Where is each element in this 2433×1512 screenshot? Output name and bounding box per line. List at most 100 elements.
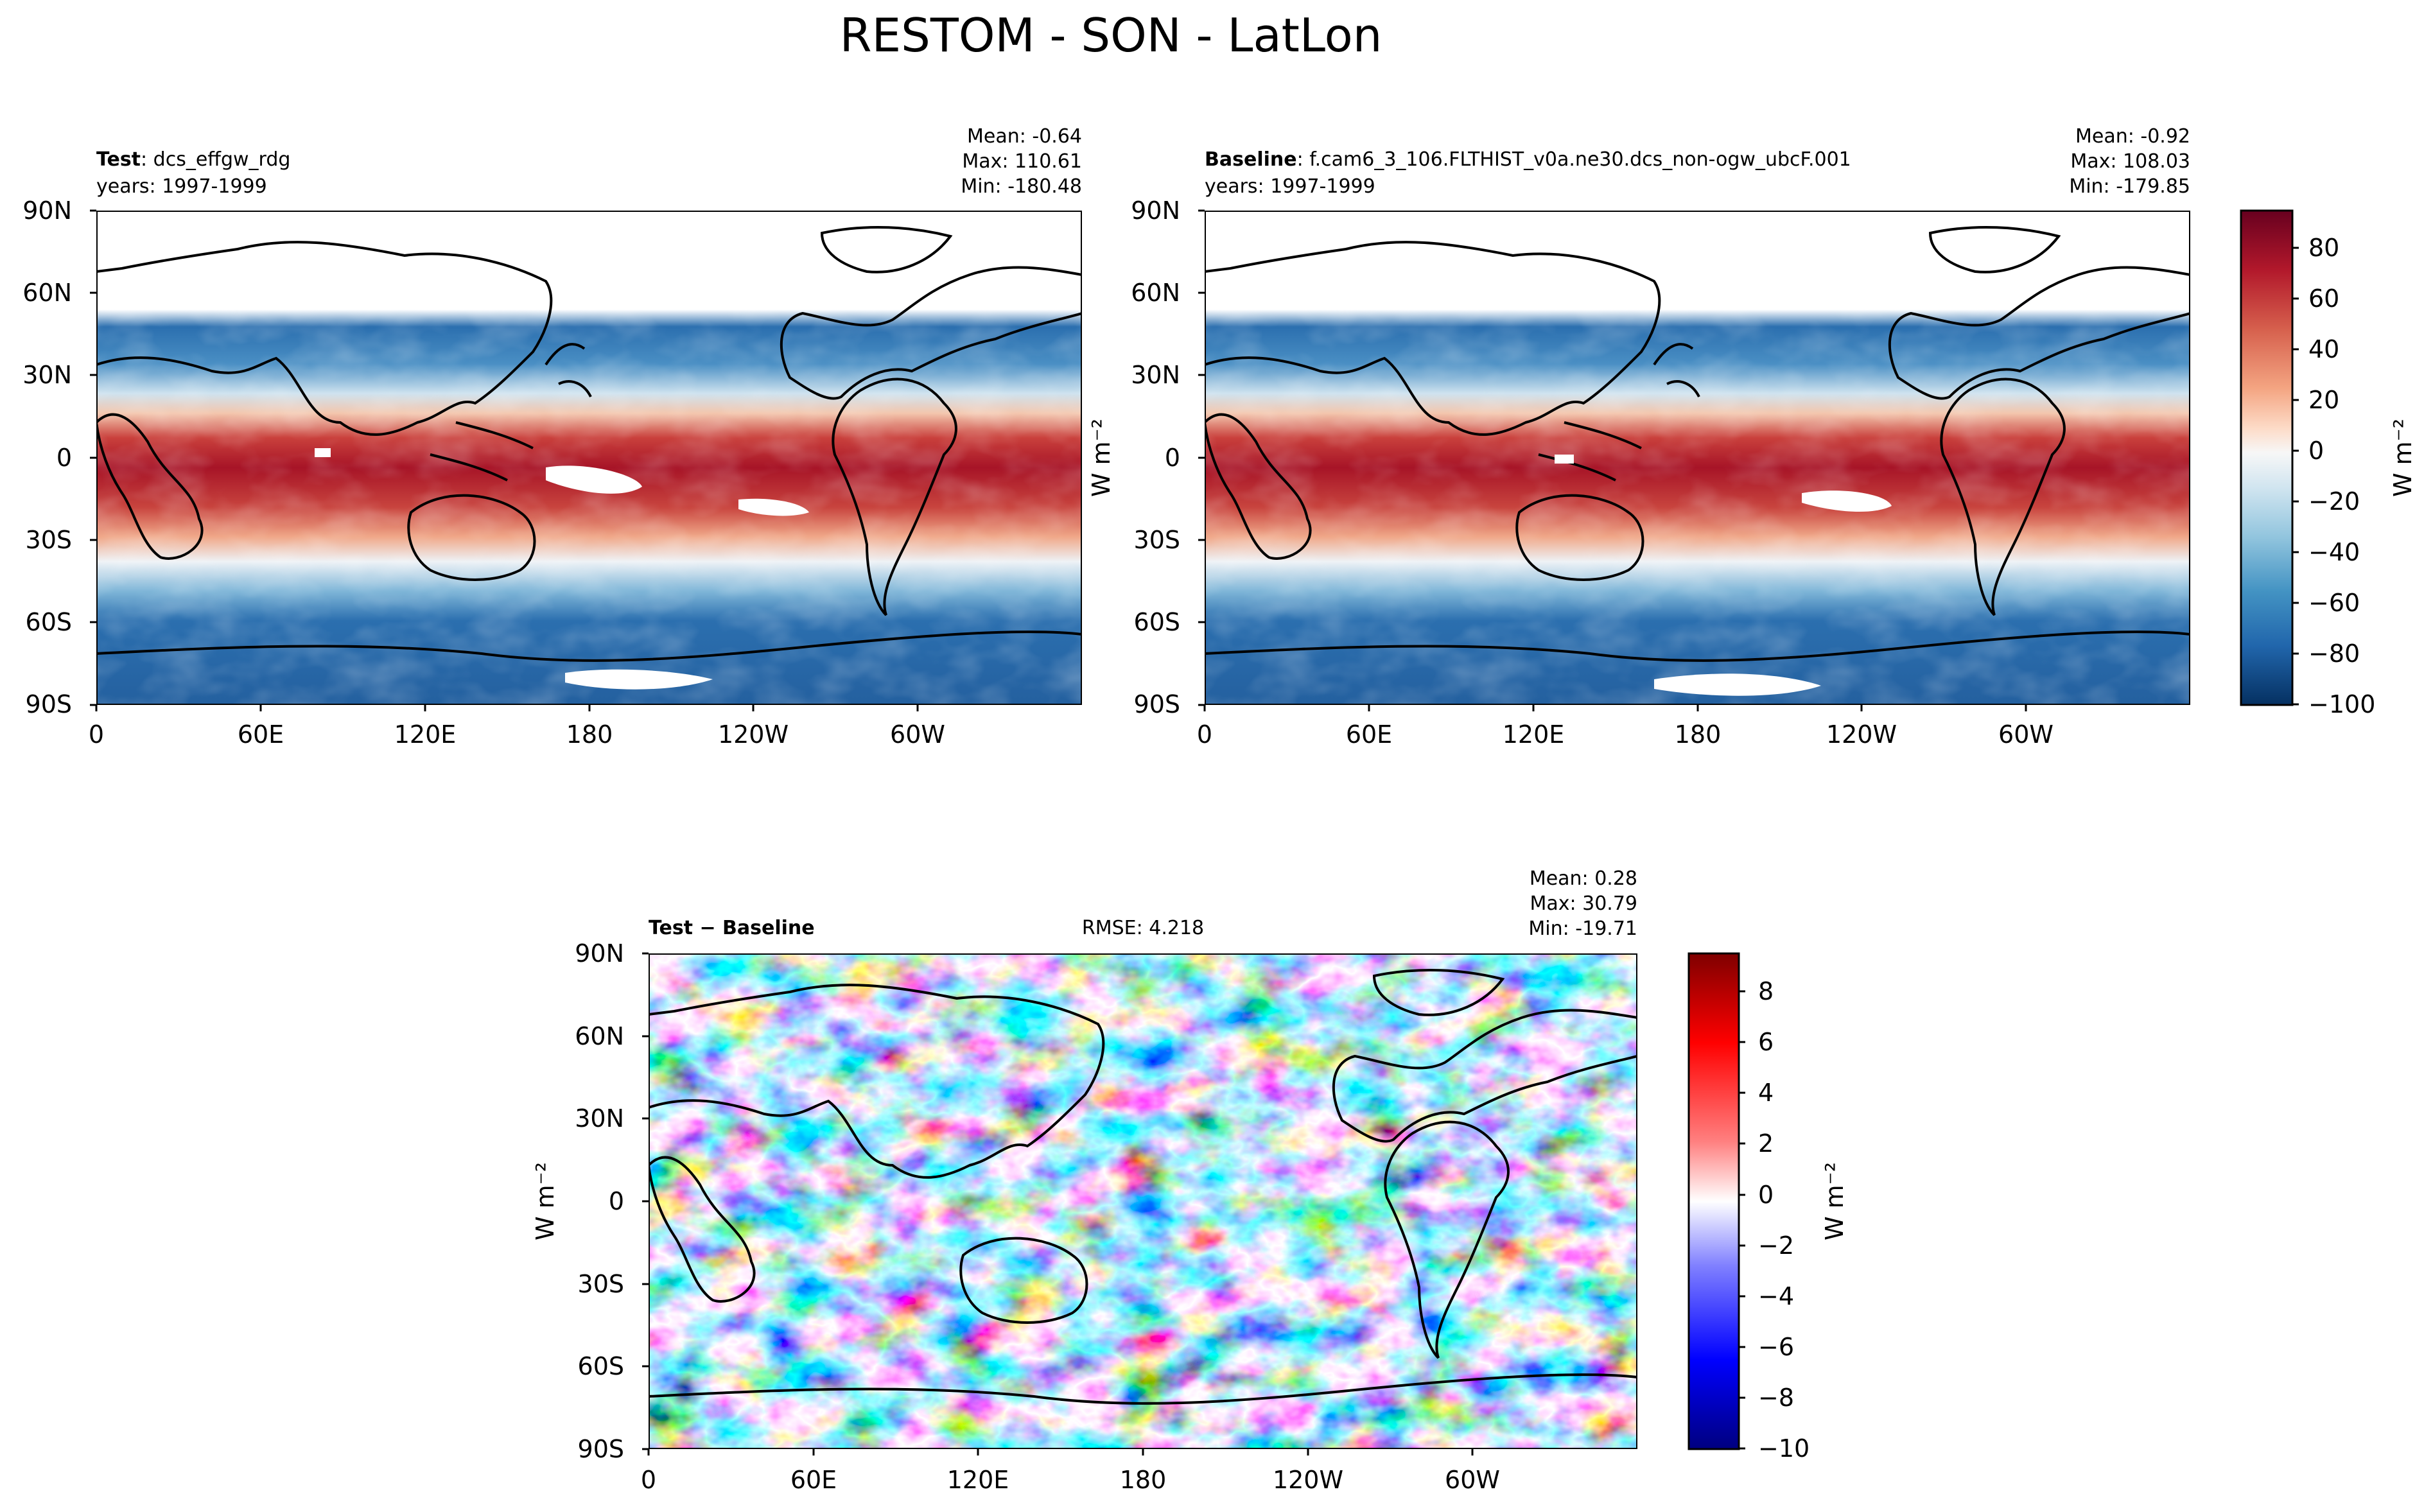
test-lat-tick: 60S [26,608,72,636]
test-lat-tick: 60N [22,279,72,307]
diff-cb-tick: −8 [1758,1384,1794,1412]
baseline-coastlines [1205,225,2190,662]
test-map [96,211,1082,705]
main-cb-tick: 40 [2308,335,2339,363]
diff-field [649,953,1637,1449]
panel-test: Test: dcs_effgw_rdg years: 1997-1999 Mea… [22,125,1115,749]
svg-text:Test: dcs_effgw_rdg: Test: dcs_effgw_rdg [96,148,290,171]
main-colorbar-ticks: 80 60 40 20 0 −20 −40 −60 −80 −100 [2292,234,2375,718]
test-label-rest: : dcs_effgw_rdg [141,148,290,171]
diff-lon-tick: 60E [790,1466,837,1494]
test-years: years: 1997-1999 [96,175,267,198]
diff-cb-tick: 0 [1758,1181,1774,1209]
main-cb-tick: 20 [2308,386,2339,414]
diff-mean: Mean: 0.28 [1530,867,1637,890]
baseline-label-bold: Baseline [1205,148,1297,171]
baseline-map [1205,211,2190,705]
baseline-lon-tick: 180 [1675,720,1722,749]
diff-colorbar-gradient [1687,952,1740,1450]
test-lat-ticks: 90N 60N 30N 0 30S 60S 90S [22,196,96,718]
main-colorbar-label: W m⁻² [2389,419,2417,497]
test-lat-tick: 30N [22,361,72,389]
diff-min: Min: -19.71 [1528,917,1637,940]
baseline-lat-tick: 30S [1134,526,1180,554]
diff-cb-tick: 2 [1758,1129,1774,1158]
diff-rmse: RMSE: 4.218 [1082,917,1204,939]
baseline-lat-tick: 90S [1134,690,1180,718]
diff-map [649,953,1637,1449]
baseline-field-texture [1205,211,2190,705]
diff-lat-tick: 90S [578,1435,624,1463]
baseline-missing-data [1555,455,1892,696]
baseline-lon-tick: 120E [1503,720,1565,749]
diff-colorbar-label: W m⁻² [1820,1162,1849,1240]
test-lat-tick: 90N [22,196,72,225]
diff-lon-tick: 180 [1120,1466,1167,1494]
baseline-lon-tick: 0 [1197,720,1212,749]
main-cb-tick: −40 [2308,538,2360,566]
test-min: Min: -180.48 [961,175,1082,198]
diff-cb-tick: −4 [1758,1282,1794,1310]
main-colorbar: 80 60 40 20 0 −20 −40 −60 −80 −100 W m⁻² [2240,209,2417,718]
main-cb-tick: −60 [2308,589,2360,617]
test-lon-ticks: 0 60E 120E 180 120W 60W [89,705,945,749]
baseline-lat-ticks: 90N 60N 30N 0 30S 60S 90S [1131,196,1205,718]
diff-lat-tick: 90N [575,939,624,968]
baseline-label-rest: : f.cam6_3_106.FLTHIST_v0a.ne30.dcs_non-… [1297,148,1851,171]
diff-label: Test − Baseline [649,917,815,939]
test-lon-tick: 180 [566,720,613,749]
diff-unit-label: W m⁻² [531,1162,559,1240]
test-lon-tick: 120E [394,720,457,749]
figure-title: RESTOM - SON - LatLon [840,8,1382,62]
main-colorbar-gradient [2240,209,2294,706]
test-coastlines [96,225,1082,662]
main-cb-tick: −100 [2308,690,2375,718]
panel-baseline: Baseline: f.cam6_3_106.FLTHIST_v0a.ne30.… [1131,125,2190,749]
panel-diff: Test − Baseline RMSE: 4.218 Mean: 0.28 M… [531,867,1637,1494]
baseline-lat-tick: 30N [1131,361,1180,389]
test-lat-tick: 30S [26,526,72,554]
test-unit-label: W m⁻² [1087,419,1115,497]
diff-lat-tick: 0 [609,1187,624,1215]
diff-lon-ticks: 0 60E 120E 180 120W 60W [641,1449,1500,1494]
diff-cb-tick: 8 [1758,977,1774,1005]
main-cb-tick: 60 [2308,284,2339,313]
main-cb-tick: −20 [2308,487,2360,516]
baseline-years: years: 1997-1999 [1205,175,1375,198]
diff-cb-tick: −10 [1758,1434,1809,1463]
main-cb-tick: 80 [2308,234,2339,262]
main-cb-tick: −80 [2308,639,2360,668]
baseline-lon-tick: 60E [1346,720,1392,749]
svg-text:Baseline: f.cam6_3_106.FLTHIST: Baseline: f.cam6_3_106.FLTHIST_v0a.ne30.… [1205,148,1851,171]
baseline-lat-tick: 60N [1131,279,1180,307]
diff-coastlines [649,968,1637,1405]
test-max: Max: 110.61 [962,150,1082,173]
diff-lat-tick: 30N [575,1104,624,1133]
diff-colorbar-ticks: 8 6 4 2 0 −2 −4 −6 −8 −10 [1739,977,1809,1463]
baseline-lat-tick: 90N [1131,196,1180,225]
test-label-bold: Test [96,148,141,171]
baseline-max: Max: 108.03 [2070,150,2190,173]
baseline-lat-tick: 0 [1165,444,1180,472]
baseline-min: Min: -179.85 [2069,175,2190,198]
test-lon-tick: 0 [89,720,104,749]
main-cb-tick: 0 [2308,437,2324,465]
diff-lat-tick: 30S [578,1270,624,1298]
diff-lon-tick: 120W [1273,1466,1343,1494]
test-lon-tick: 60E [238,720,284,749]
diff-colorbar: 8 6 4 2 0 −2 −4 −6 −8 −10 W m⁻² [1687,952,1849,1463]
diff-lon-tick: 0 [641,1466,656,1494]
diff-cb-tick: −6 [1758,1333,1794,1361]
diff-lat-tick: 60S [578,1352,624,1380]
diff-lat-ticks: 90N 60N 30N 0 30S 60S 90S [575,939,649,1463]
baseline-lon-ticks: 0 60E 120E 180 120W 60W [1197,705,2054,749]
diff-cb-tick: 6 [1758,1028,1774,1056]
diff-cb-tick: −2 [1758,1231,1794,1260]
test-field-texture [96,211,1082,705]
baseline-mean: Mean: -0.92 [2075,125,2190,148]
test-lat-tick: 90S [26,690,72,718]
diff-lat-tick: 60N [575,1022,624,1050]
test-lon-tick: 120W [718,720,789,749]
test-lat-tick: 0 [57,444,72,472]
